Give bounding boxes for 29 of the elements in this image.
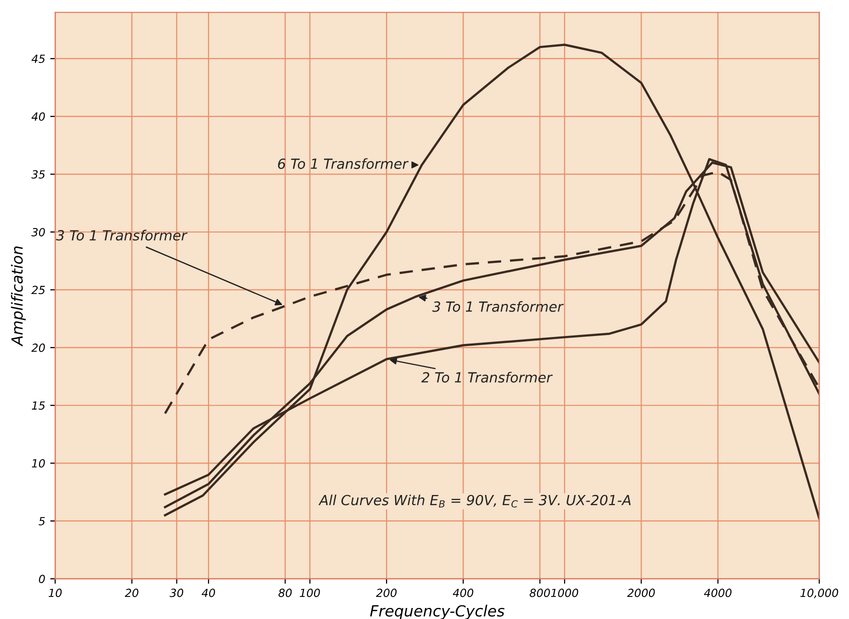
x-tick-label: 400 — [452, 588, 474, 598]
x-tick-label: 30 — [170, 588, 184, 598]
y-tick-label: 40 — [32, 112, 45, 121]
y-tick-label: 30 — [31, 228, 45, 236]
x-tick-label: 40 — [202, 588, 216, 598]
x-tick-label: 100 — [300, 588, 320, 598]
y-tick-label: 5 — [38, 517, 45, 526]
x-tick-label: 2000 — [627, 588, 655, 598]
x-tick-label: 4000 — [704, 588, 732, 598]
series-label: 6 To 1 Transformer — [278, 158, 409, 169]
annotation: All Curves With E$_{B}$ = 90V, E$_{C}$ = 3V. UX-201-A — [318, 494, 631, 508]
x-tick-label: 80 — [278, 588, 292, 598]
series-label: 3 To 1 Transformer — [432, 301, 564, 312]
y-tick-label: 25 — [31, 286, 45, 294]
y-tick-label: 10 — [32, 459, 45, 468]
y-tick-label: 15 — [32, 402, 45, 410]
y-tick-label: 45 — [32, 54, 45, 63]
x-tick-label: 10 — [48, 588, 62, 598]
x-tick-label: 200 — [376, 588, 397, 598]
y-tick-label: 35 — [31, 170, 45, 179]
y-tick-label: 20 — [31, 344, 45, 352]
x-tick-label: 800 — [530, 588, 550, 598]
y-axis-title: Amplification — [10, 246, 26, 346]
series-label: 2 To 1 Transformer — [421, 372, 553, 383]
x-tick-label: 1000 — [550, 588, 578, 598]
y-tick-label: 0 — [38, 574, 45, 584]
x-tick-label: 10,000 — [800, 588, 838, 598]
text: 3 To 1 Transformer — [56, 230, 188, 241]
x-tick-label: 20 — [124, 588, 138, 598]
